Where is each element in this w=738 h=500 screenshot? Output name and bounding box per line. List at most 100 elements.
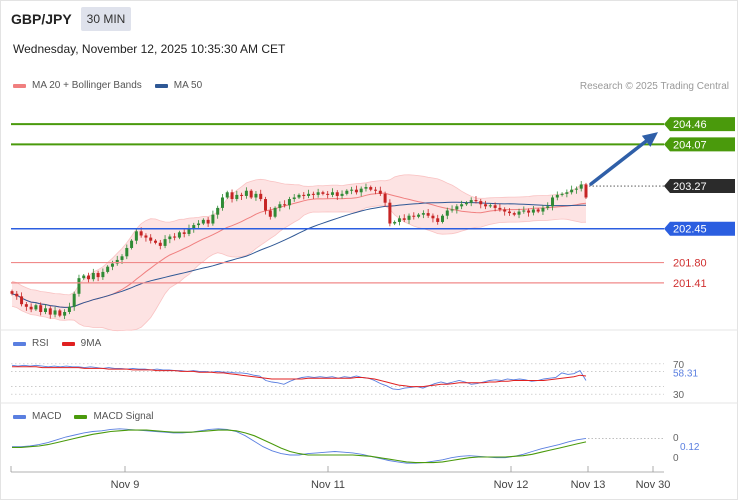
- candle: [77, 278, 81, 294]
- candle: [115, 259, 119, 264]
- candle: [225, 192, 229, 198]
- candle: [264, 199, 268, 211]
- bollinger-lower-line: [11, 205, 587, 332]
- candle: [34, 305, 38, 310]
- macd-legend: MACD MACD Signal: [13, 411, 153, 422]
- candle: [220, 197, 224, 208]
- resistance-level-tag: [664, 117, 735, 132]
- candle: [287, 199, 291, 206]
- candle: [182, 232, 186, 234]
- candle: [125, 247, 129, 257]
- candle: [240, 194, 244, 196]
- candle: [412, 215, 416, 217]
- candle: [527, 210, 531, 213]
- candle: [546, 206, 550, 208]
- candle: [15, 293, 19, 297]
- candle: [168, 236, 172, 240]
- candle: [479, 201, 483, 205]
- ma50-swatch: [154, 83, 168, 88]
- candle: [536, 209, 540, 212]
- candle: [354, 189, 358, 193]
- forecast-arrow-head: [641, 132, 658, 147]
- candle: [484, 204, 488, 207]
- candle: [584, 184, 588, 198]
- candle: [311, 193, 315, 195]
- ma20-swatch: [13, 83, 26, 88]
- candle: [469, 200, 473, 203]
- candle: [531, 209, 535, 213]
- candle: [192, 225, 196, 229]
- candle: [493, 205, 497, 208]
- credit-text: Research © 2025 Trading Central: [579, 81, 729, 92]
- candle: [574, 188, 578, 190]
- candle: [211, 214, 215, 224]
- candle: [417, 214, 421, 217]
- candle: [187, 228, 191, 234]
- rsi-legend-label: RSI: [32, 338, 49, 349]
- candle: [445, 210, 449, 216]
- candle: [163, 239, 167, 246]
- timeframe-badge[interactable]: 30 MIN: [81, 7, 131, 31]
- macd-tick-label: 0: [673, 433, 679, 444]
- candle: [426, 213, 430, 216]
- candle: [555, 194, 559, 198]
- candle: [235, 194, 239, 200]
- candle: [197, 223, 201, 226]
- candle: [450, 209, 454, 211]
- rsi-line: [11, 364, 587, 391]
- candle: [455, 206, 459, 210]
- candle: [393, 221, 397, 224]
- candle: [474, 200, 478, 202]
- macd-signal-swatch: [74, 414, 88, 419]
- rsi-ma-line: [12, 366, 587, 388]
- candle: [110, 263, 114, 267]
- candle: [441, 215, 444, 222]
- candle: [48, 308, 52, 315]
- candle: [431, 215, 435, 219]
- main-legend: MA 20 + Bollinger Bands MA 50: [13, 80, 202, 91]
- resistance-level-label: 204.07: [673, 139, 707, 151]
- candle: [321, 192, 325, 194]
- candle: [579, 184, 583, 189]
- candle: [53, 310, 57, 315]
- candle: [340, 193, 344, 196]
- candle: [369, 187, 373, 190]
- candle: [460, 204, 464, 207]
- candle: [551, 197, 555, 207]
- candle: [87, 275, 91, 280]
- candle: [67, 306, 71, 312]
- candle: [302, 194, 306, 196]
- pivot-level-tag: [664, 221, 735, 236]
- resistance-level-tag: [664, 137, 735, 152]
- candle: [512, 213, 516, 215]
- candle: [283, 204, 287, 206]
- candle: [364, 187, 368, 189]
- candle: [359, 188, 363, 193]
- candle: [244, 190, 248, 196]
- candle: [464, 202, 468, 205]
- candle: [503, 209, 507, 212]
- candle: [498, 207, 502, 210]
- rsi-swatch: [13, 341, 26, 346]
- rsi-tick-label: 70: [673, 360, 685, 371]
- candle: [206, 219, 210, 224]
- candle: [316, 192, 320, 195]
- candle: [20, 296, 24, 305]
- current-price-label: 203.27: [673, 181, 707, 193]
- rsi-legend: RSI 9MA: [13, 338, 101, 349]
- candle: [10, 291, 14, 294]
- candle: [541, 207, 545, 212]
- candle: [201, 219, 205, 224]
- candle: [421, 213, 425, 215]
- candle: [326, 193, 330, 195]
- candle: [297, 194, 301, 198]
- candle: [230, 192, 234, 200]
- candle: [177, 232, 181, 238]
- candle: [139, 231, 143, 236]
- candle: [488, 205, 492, 207]
- candle: [268, 210, 272, 217]
- ma50-line: [11, 201, 587, 308]
- resistance-level-label: 204.46: [673, 119, 707, 131]
- macd-legend-label: MACD: [32, 411, 62, 422]
